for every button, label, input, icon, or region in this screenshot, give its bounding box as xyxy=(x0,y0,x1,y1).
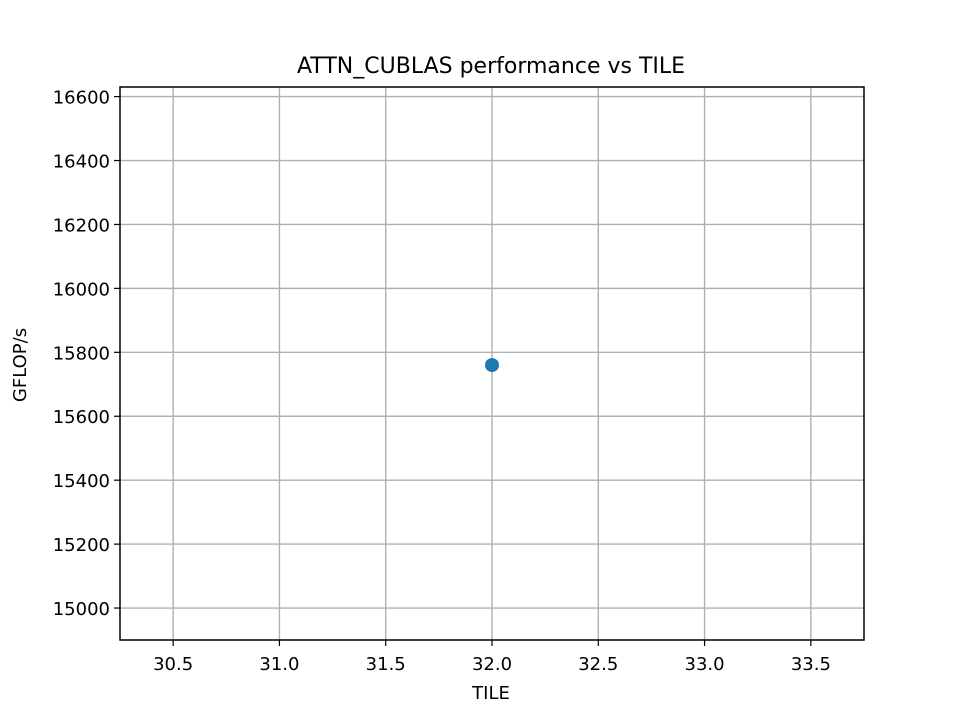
x-tick-label: 32.0 xyxy=(472,654,512,675)
ticks: 30.5 31.0 31.5 32.0 32.5 33.0 33.5 15000 15200 15… xyxy=(53,88,831,675)
x-tick-label: 30.5 xyxy=(153,654,193,675)
x-tick-label: 33.5 xyxy=(791,654,831,675)
y-tick-label: 15000 xyxy=(53,599,110,620)
data-points xyxy=(485,358,499,373)
y-tick-label: 15800 xyxy=(53,343,110,364)
x-tick-label: 32.5 xyxy=(578,654,618,675)
y-axis-label: GFLOP/s xyxy=(10,328,31,402)
x-tick-label: 31.0 xyxy=(259,654,299,675)
y-tick-label: 16400 xyxy=(53,152,110,173)
data-point xyxy=(485,358,499,373)
y-tick-label: 16000 xyxy=(53,279,110,300)
x-axis-label: TILE xyxy=(471,683,510,704)
grid xyxy=(120,87,864,640)
y-tick-label: 15600 xyxy=(53,407,110,428)
y-tick-label: 16200 xyxy=(53,215,110,236)
x-tick-label: 31.5 xyxy=(366,654,406,675)
y-tick-label: 16600 xyxy=(53,88,110,109)
y-tick-label: 15400 xyxy=(53,471,110,492)
x-tick-label: 33.0 xyxy=(685,654,725,675)
chart-title: ATTN_CUBLAS performance vs TILE xyxy=(297,54,685,79)
y-tick-label: 15200 xyxy=(53,535,110,556)
